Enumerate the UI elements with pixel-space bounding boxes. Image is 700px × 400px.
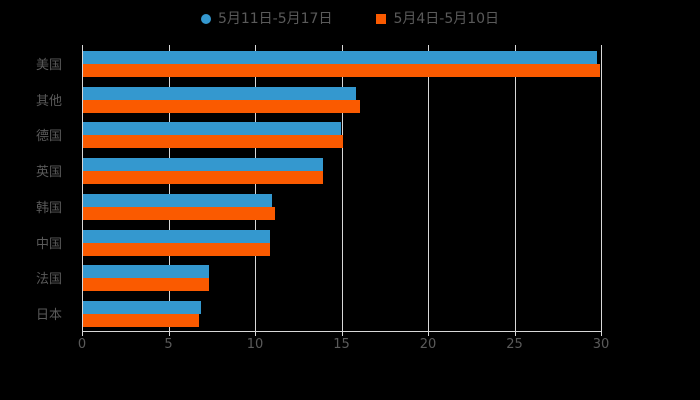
legend-item-series-0[interactable]: 5月11日-5月17日: [200, 11, 333, 27]
y-axis-label: 韩国: [35, 200, 62, 216]
x-tick-mark: [168, 331, 170, 336]
x-axis-tick-label: 15: [333, 337, 350, 352]
legend-circle-marker-icon: [200, 14, 211, 24]
gridline-25: [514, 45, 516, 331]
bar[interactable]: [83, 278, 210, 292]
gridline-15: [341, 45, 343, 331]
y-axis-category-labels: 美国其他德国英国韩国中国法国日本: [0, 45, 72, 331]
chart-legend: 5月11日-5月17日 5月4日-5月10日: [0, 6, 700, 32]
legend-square-marker-icon: [376, 14, 387, 24]
y-axis-label: 日本: [35, 308, 62, 324]
bar[interactable]: [83, 171, 324, 185]
y-axis-label: 德国: [35, 129, 62, 145]
bar[interactable]: [83, 135, 343, 149]
y-axis-label: 英国: [35, 165, 62, 181]
x-axis-tick-label: 10: [246, 337, 264, 352]
x-axis-tick-label: 0: [77, 337, 87, 352]
y-axis-label: 法国: [35, 272, 62, 288]
x-tick-mark: [255, 331, 256, 336]
x-tick-mark: [341, 331, 343, 336]
x-tick-mark: [514, 331, 516, 336]
gridline-30: [601, 45, 602, 331]
x-tick-mark: [428, 331, 429, 336]
x-axis-tick-label: 20: [419, 337, 437, 352]
x-axis-tick-label: 5: [164, 337, 173, 352]
x-tick-mark: [82, 331, 83, 336]
bar[interactable]: [83, 86, 357, 100]
bar[interactable]: [83, 229, 270, 243]
y-axis-label: 中国: [35, 236, 62, 252]
bar[interactable]: [83, 206, 276, 220]
bar[interactable]: [83, 314, 199, 328]
bar[interactable]: [83, 301, 201, 315]
y-axis-label: 其他: [35, 93, 62, 109]
x-axis-tick-label: 30: [592, 337, 610, 352]
gridline-20: [428, 45, 429, 331]
legend-label-series-1: 5月4日-5月10日: [393, 11, 500, 27]
plot-area: [82, 45, 602, 332]
bar[interactable]: [83, 242, 270, 256]
bar[interactable]: [83, 193, 272, 207]
gridline-10: [255, 45, 256, 331]
bar[interactable]: [83, 63, 601, 77]
bar[interactable]: [83, 265, 210, 279]
bar[interactable]: [83, 158, 324, 172]
bar[interactable]: [83, 50, 597, 64]
y-axis-line: [82, 45, 83, 331]
x-tick-mark: [601, 331, 602, 336]
x-axis-tick-label: 25: [506, 337, 523, 352]
gridline-5: [168, 45, 170, 331]
bar[interactable]: [83, 99, 360, 113]
legend-item-series-1[interactable]: 5月4日-5月10日: [376, 12, 499, 26]
y-axis-label: 美国: [35, 57, 62, 73]
bar[interactable]: [83, 122, 341, 136]
legend-label-series-0: 5月11日-5月17日: [217, 11, 333, 27]
